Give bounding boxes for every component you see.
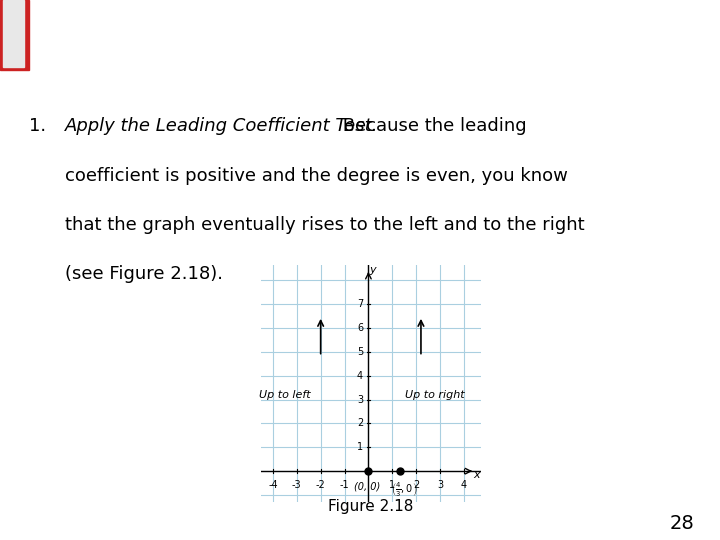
Text: 6: 6 bbox=[357, 323, 363, 333]
Text: (see Figure 2.18).: (see Figure 2.18). bbox=[65, 265, 222, 283]
Text: Up to left: Up to left bbox=[259, 390, 310, 400]
Text: coefficient is positive and the degree is even, you know: coefficient is positive and the degree i… bbox=[65, 166, 567, 185]
Text: -4: -4 bbox=[268, 480, 278, 490]
Bar bbox=[0, 0, 29, 70]
Text: Figure 2.18: Figure 2.18 bbox=[328, 499, 413, 514]
Text: Up to right: Up to right bbox=[405, 390, 465, 400]
Text: 3: 3 bbox=[357, 395, 363, 404]
Text: 7: 7 bbox=[357, 299, 363, 309]
Text: $\left(\frac{4}{3}, 0\right)$: $\left(\frac{4}{3}, 0\right)$ bbox=[391, 481, 418, 500]
Text: Apply the Leading Coefficient Test.: Apply the Leading Coefficient Test. bbox=[65, 117, 378, 135]
Text: 5: 5 bbox=[357, 347, 363, 357]
Text: -3: -3 bbox=[292, 480, 302, 490]
Text: 1.: 1. bbox=[29, 117, 46, 135]
Text: Example 8 – Solution: Example 8 – Solution bbox=[36, 24, 393, 53]
Bar bbox=[3, 0, 24, 66]
Text: y: y bbox=[369, 265, 376, 275]
Text: 28: 28 bbox=[670, 514, 695, 534]
Text: x: x bbox=[474, 470, 480, 480]
Text: 2: 2 bbox=[357, 418, 363, 428]
Text: 2: 2 bbox=[413, 480, 419, 490]
Text: 4: 4 bbox=[461, 480, 467, 490]
Text: (0, 0): (0, 0) bbox=[354, 481, 380, 491]
Text: 4: 4 bbox=[357, 370, 363, 381]
Text: -1: -1 bbox=[340, 480, 349, 490]
Text: -2: -2 bbox=[316, 480, 325, 490]
Text: 1: 1 bbox=[357, 442, 363, 453]
Text: that the graph eventually rises to the left and to the right: that the graph eventually rises to the l… bbox=[65, 216, 585, 234]
Text: 1: 1 bbox=[390, 480, 395, 490]
Text: 3: 3 bbox=[437, 480, 443, 490]
Text: Because the leading: Because the leading bbox=[337, 117, 526, 135]
